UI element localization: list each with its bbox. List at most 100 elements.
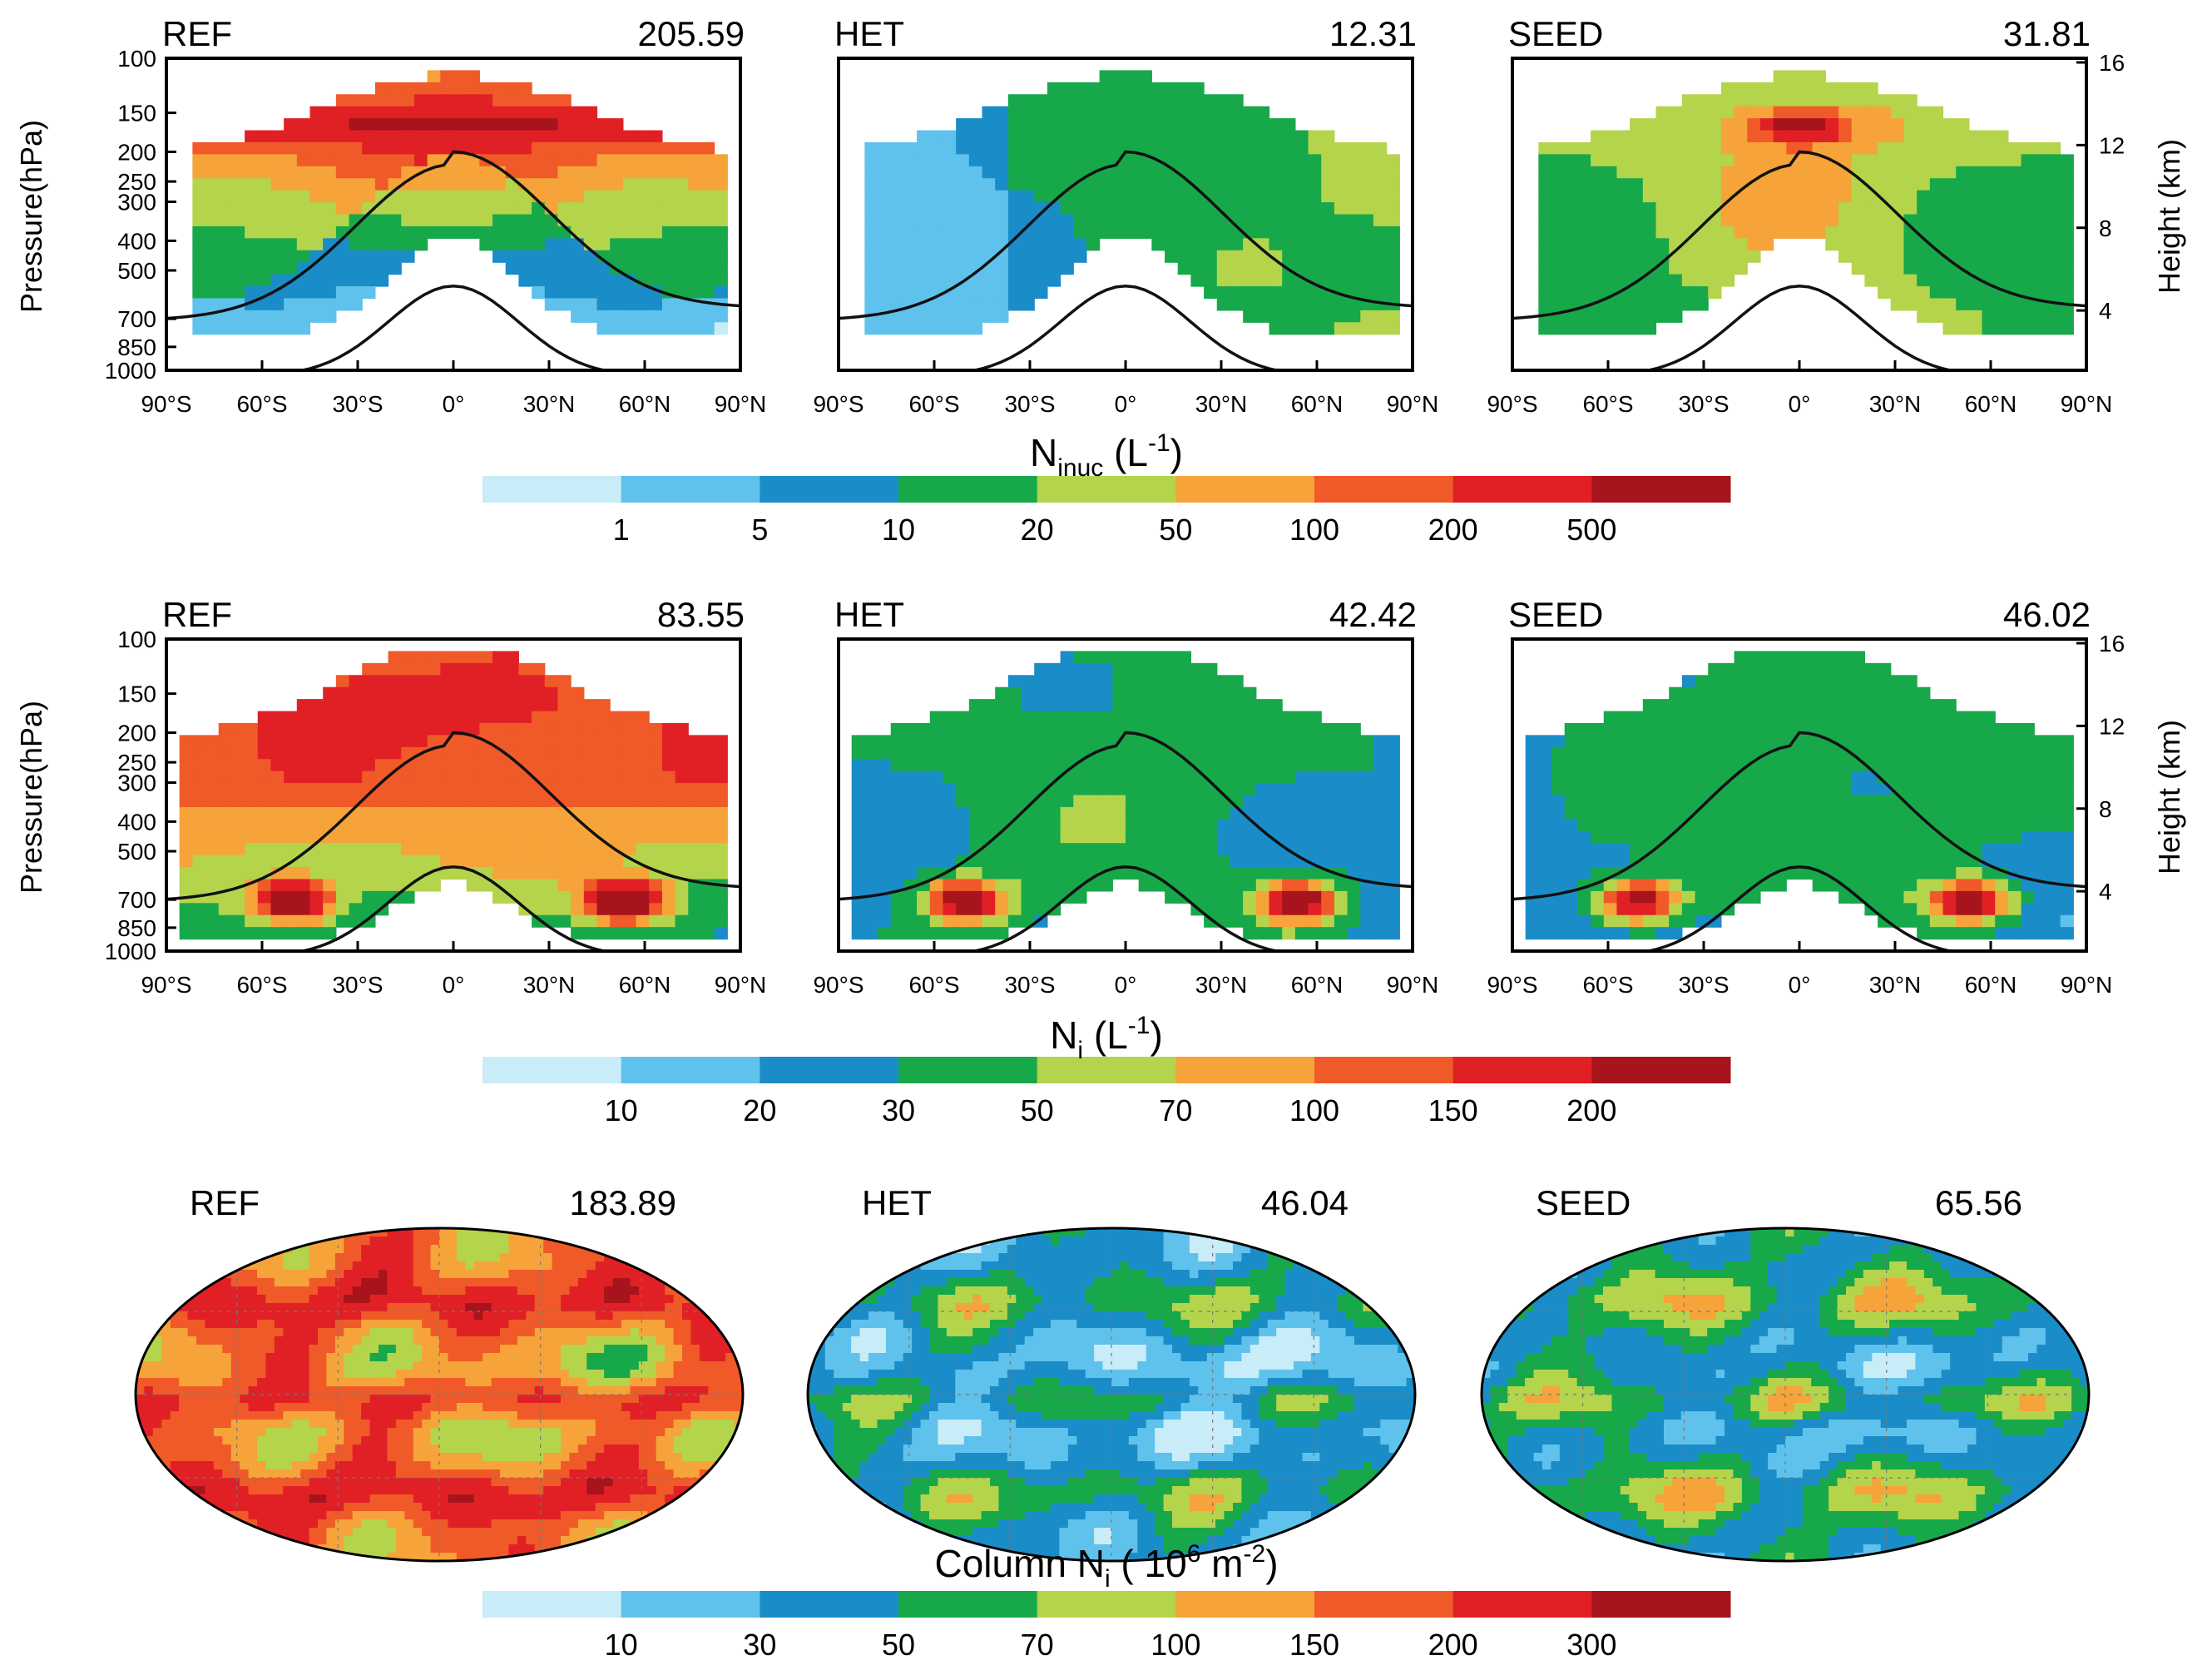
contour-cell xyxy=(1007,274,1022,287)
map-cell xyxy=(179,1261,189,1271)
contour-cell xyxy=(1695,298,1709,311)
map-cell xyxy=(656,1253,666,1262)
contour-cell xyxy=(1603,178,1618,191)
contour-cell xyxy=(1878,94,1892,107)
contour-cell xyxy=(1838,190,1853,203)
contour-cell xyxy=(1269,202,1283,216)
contour-cell xyxy=(1616,225,1631,239)
map-cell xyxy=(170,1270,180,1279)
contour-cell xyxy=(1864,806,1878,820)
contour-cell xyxy=(1165,82,1179,95)
contour-cell xyxy=(622,202,637,216)
contour-cell xyxy=(1551,202,1566,216)
contour-cell xyxy=(1591,286,1605,300)
contour-cell xyxy=(1112,202,1126,216)
contour-cell xyxy=(1112,106,1126,119)
contour-cell xyxy=(505,141,520,155)
contour-cell xyxy=(284,722,298,736)
contour-cell xyxy=(1734,651,1748,664)
contour-cell xyxy=(1086,855,1101,868)
contour-cell xyxy=(1190,855,1205,868)
map-cell xyxy=(205,1228,215,1237)
contour-cell xyxy=(1151,843,1165,856)
map-cell xyxy=(543,1245,553,1254)
contour-cell xyxy=(231,310,245,323)
contour-cell xyxy=(349,154,363,167)
contour-cell xyxy=(2060,759,2074,772)
contour-cell xyxy=(2007,310,2022,323)
contour-cell xyxy=(1903,141,1918,155)
contour-cell xyxy=(929,806,944,820)
contour-cell xyxy=(1799,154,1814,167)
map-field-6 xyxy=(136,1228,743,1561)
contour-cell xyxy=(401,166,415,179)
contour-cell xyxy=(956,118,970,131)
contour-cell xyxy=(1334,855,1348,868)
contour-cell xyxy=(917,746,931,760)
contour-cell xyxy=(309,190,324,203)
contour-cell xyxy=(622,903,637,916)
contour-cell xyxy=(1334,890,1348,904)
map-cell xyxy=(430,1261,440,1271)
contour-cell xyxy=(878,927,892,940)
contour-cell xyxy=(1929,722,1944,736)
contour-cell xyxy=(2046,262,2061,275)
contour-cell xyxy=(1321,722,1335,736)
contour-cell xyxy=(968,322,983,335)
contour-cell xyxy=(388,190,402,203)
contour-cell xyxy=(1269,262,1283,275)
contour-cell xyxy=(1747,166,1761,179)
contour-cell xyxy=(1047,141,1061,155)
contour-cell xyxy=(851,795,865,808)
contour-cell xyxy=(1851,675,1866,688)
contour-cell xyxy=(1373,771,1388,784)
contour-cell xyxy=(2034,795,2048,808)
map-cell xyxy=(240,1253,250,1262)
contour-cell xyxy=(544,141,559,155)
contour-cell xyxy=(2021,927,2035,940)
contour-cell xyxy=(492,675,507,688)
map-cell xyxy=(586,1236,596,1246)
contour-cell xyxy=(1034,286,1048,300)
contour-cell xyxy=(1165,178,1179,191)
contour-cell xyxy=(1878,154,1892,167)
contour-cell xyxy=(1138,190,1152,203)
contour-cell xyxy=(1734,879,1748,892)
map-cell xyxy=(136,1278,146,1287)
contour-cell xyxy=(440,214,454,227)
contour-cell xyxy=(1773,795,1787,808)
contour-cell xyxy=(1243,286,1257,300)
contour-cell xyxy=(1308,879,1322,892)
contour-cell xyxy=(968,699,983,712)
contour-cell xyxy=(1204,879,1218,892)
contour-cell xyxy=(532,178,546,191)
contour-cell xyxy=(1968,735,1983,748)
contour-cell xyxy=(583,890,598,904)
contour-cell xyxy=(1086,651,1101,664)
contour-cell xyxy=(440,746,454,760)
contour-cell xyxy=(1982,166,1996,179)
contour-cell xyxy=(1929,914,1944,928)
contour-cell xyxy=(1373,202,1388,216)
contour-cell xyxy=(700,806,715,820)
contour-cell xyxy=(284,819,298,832)
contour-cell xyxy=(1825,686,1839,700)
contour-cell xyxy=(995,771,1009,784)
contour-cell xyxy=(544,746,559,760)
contour-cell xyxy=(1642,890,1657,904)
contour-cell xyxy=(890,190,905,203)
contour-cell xyxy=(1282,178,1296,191)
contour-cell xyxy=(1230,903,1244,916)
contour-cell xyxy=(1734,154,1748,167)
contour-cell xyxy=(583,783,598,796)
contour-cell xyxy=(1708,274,1722,287)
contour-cell xyxy=(205,914,220,928)
contour-cell xyxy=(596,867,611,880)
contour-cell xyxy=(1073,238,1087,251)
contour-cell xyxy=(943,225,957,239)
contour-cell xyxy=(309,141,324,155)
contour-cell xyxy=(1347,890,1361,904)
contour-cell xyxy=(257,735,272,748)
contour-cell xyxy=(1347,178,1361,191)
map-cell xyxy=(665,1228,675,1237)
